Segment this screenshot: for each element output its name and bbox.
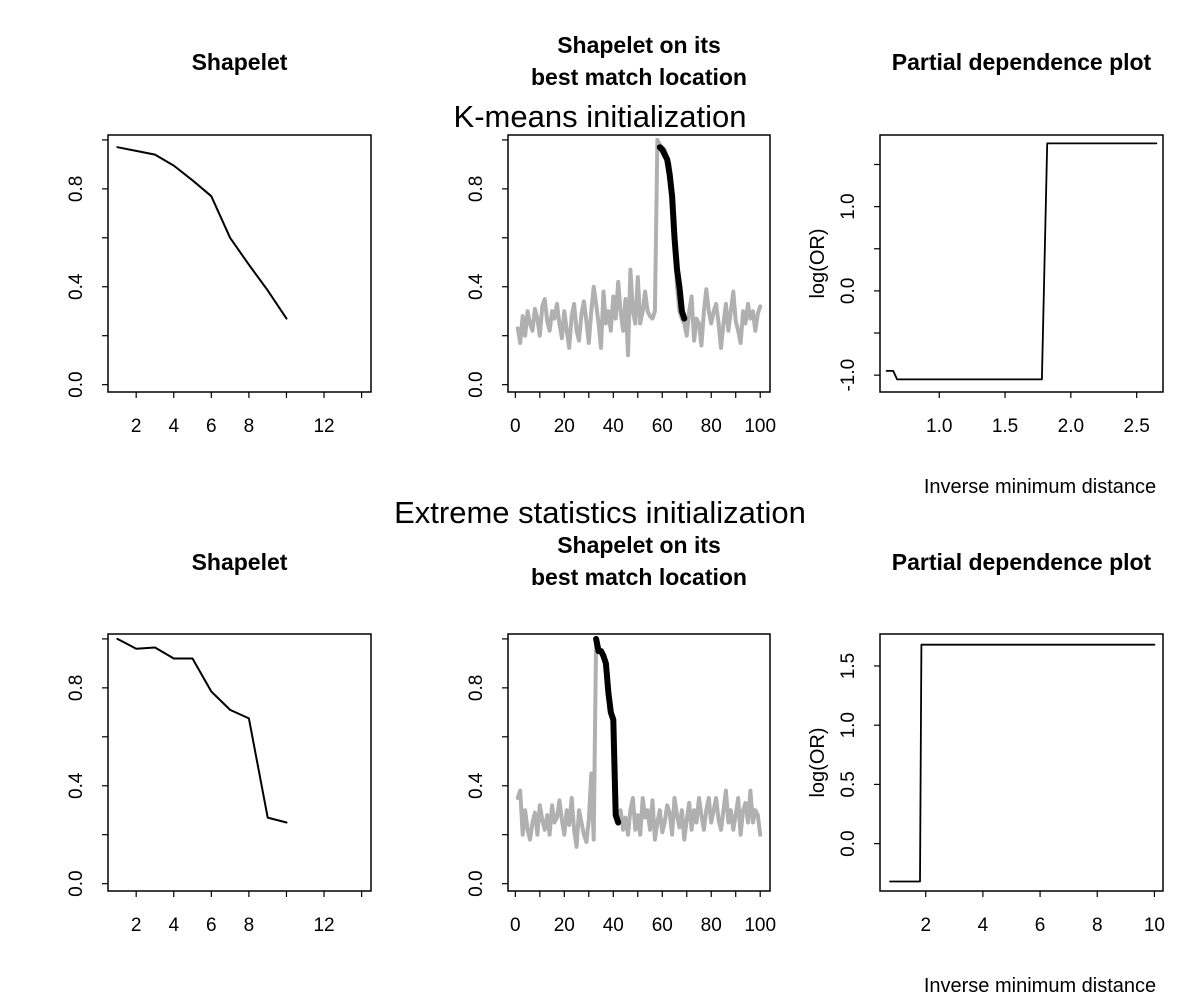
extreme-match-xtick-label: 80 [701,915,722,936]
extreme-pdp-ytick-label: 0.0 [838,830,859,856]
extreme-shapelet-ytick-label: 0.0 [66,870,87,896]
extreme-pdp-ytick-label: 1.5 [838,653,859,679]
kmeans-shapelet-title: Shapelet [192,49,288,75]
kmeans-pdp-xtick-label: 2.5 [1123,416,1149,437]
kmeans-match-xtick-label: 40 [603,416,624,437]
section-title-extreme: Extreme statistics initialization [394,495,806,530]
kmeans-match-ytick-label: 0.4 [466,273,487,300]
extreme-pdp-ytick-label: 0.5 [838,771,859,797]
extreme-pdp-plot-frame [879,633,1164,892]
extreme-match-title-line2: best match location [531,564,747,590]
kmeans-pdp-ytick-label: 1.0 [838,193,859,219]
kmeans-shapelet-xtick-label: 12 [313,416,334,437]
kmeans-pdp-plot-frame [879,134,1164,393]
extreme-shapelet-ytick-label: 0.4 [66,772,87,799]
extreme-shapelet-series-line-0 [116,637,288,824]
kmeans-match-title-line2: best match location [531,64,747,90]
extreme-pdp-panel: Partial dependence plot 2 4 6 8 10 0.0 0.5 1.0 1.… [807,549,1165,997]
extreme-shapelet-plot-frame [107,633,372,892]
extreme-pdp-series-line-0 [889,643,1156,883]
section-title-kmeans: K-means initialization [454,99,747,134]
extreme-shapelet-ytick-label: 0.8 [66,675,87,701]
kmeans-match-panel: Shapelet on its best match location 0 20 40 6… [466,32,776,437]
kmeans-pdp-xtick-label: 1.0 [926,416,952,437]
kmeans-shapelet-panel: Shapelet 2 4 6 8 12 0.0 0.4 0.8 [66,49,372,437]
extreme-pdp-ytick-label: 1.0 [838,712,859,738]
extreme-match-series-line-0 [515,636,763,849]
kmeans-pdp-ytick-label: 0.0 [838,278,859,304]
kmeans-shapelet-ytick-label: 0.4 [66,273,87,300]
kmeans-match-plot-frame [507,134,771,393]
extreme-match-panel: Shapelet on its best match location 0 20 40 6… [466,532,776,936]
extreme-pdp-xtick-label: 10 [1144,915,1165,936]
kmeans-match-title: Shapelet on its [557,32,721,58]
kmeans-pdp-xlabel: Inverse minimum distance [924,476,1156,498]
kmeans-pdp-series-line-0 [885,142,1158,381]
kmeans-shapelet-xtick-label: 4 [168,416,179,437]
kmeans-shapelet-ytick-label: 0.0 [66,371,87,397]
extreme-shapelet-xtick-label: 4 [168,915,179,936]
kmeans-shapelet-xtick-label: 6 [206,416,217,437]
kmeans-match-ytick-label: 0.0 [466,371,487,397]
kmeans-pdp-xtick-label: 2.0 [1058,416,1084,437]
kmeans-match-xtick-label: 0 [510,416,521,437]
extreme-match-ytick-label: 0.0 [466,870,487,896]
extreme-pdp-xlabel: Inverse minimum distance [924,975,1156,997]
extreme-shapelet-xtick-label: 12 [313,915,334,936]
kmeans-match-xtick-label: 60 [652,416,673,437]
extreme-match-ytick-label: 0.8 [466,675,487,701]
extreme-match-ytick-label: 0.4 [466,772,487,799]
kmeans-shapelet-xtick-label: 8 [244,416,255,437]
extreme-shapelet-title: Shapelet [192,549,288,575]
extreme-match-xtick-label: 60 [652,915,673,936]
kmeans-match-series-line-1 [656,144,688,322]
extreme-pdp-xtick-label: 4 [978,915,989,936]
extreme-shapelet-xtick-label: 2 [131,915,142,936]
extreme-match-xtick-label: 20 [554,915,575,936]
kmeans-match-xtick-label: 80 [701,416,722,437]
kmeans-shapelet-series-line-0 [116,146,288,320]
kmeans-shapelet-plot-frame [107,134,372,393]
extreme-pdp-xtick-label: 6 [1035,915,1046,936]
extreme-shapelet-xtick-label: 8 [244,915,255,936]
kmeans-match-xtick-label: 20 [554,416,575,437]
extreme-match-title: Shapelet on its [557,532,721,558]
extreme-shapelet-panel: Shapelet 2 4 6 8 12 0.0 0.4 0.8 [66,549,372,936]
kmeans-pdp-ylabel: log(OR) [807,228,829,298]
extreme-pdp-xtick-label: 2 [920,915,931,936]
extreme-pdp-ylabel: log(OR) [807,727,829,797]
kmeans-pdp-ytick-label: -1.0 [838,359,859,392]
kmeans-pdp-xtick-label: 1.5 [992,416,1018,437]
kmeans-match-xtick-label: 100 [744,416,776,437]
kmeans-pdp-title: Partial dependence plot [892,49,1152,75]
kmeans-match-series-line-0 [515,137,763,358]
extreme-shapelet-xtick-label: 6 [206,915,217,936]
extreme-pdp-xtick-label: 8 [1092,915,1103,936]
extreme-match-xtick-label: 40 [603,915,624,936]
kmeans-shapelet-xtick-label: 2 [131,416,142,437]
extreme-match-series-line-1 [593,635,622,826]
kmeans-shapelet-ytick-label: 0.8 [66,176,87,202]
extreme-match-plot-frame [507,633,771,892]
kmeans-pdp-panel: Partial dependence plot 1.0 1.5 2.0 2.5 -1.0 0… [807,49,1164,498]
extreme-match-xtick-label: 0 [510,915,521,936]
extreme-match-xtick-label: 100 [744,915,776,936]
extreme-pdp-title: Partial dependence plot [892,549,1152,575]
kmeans-match-ytick-label: 0.8 [466,176,487,202]
